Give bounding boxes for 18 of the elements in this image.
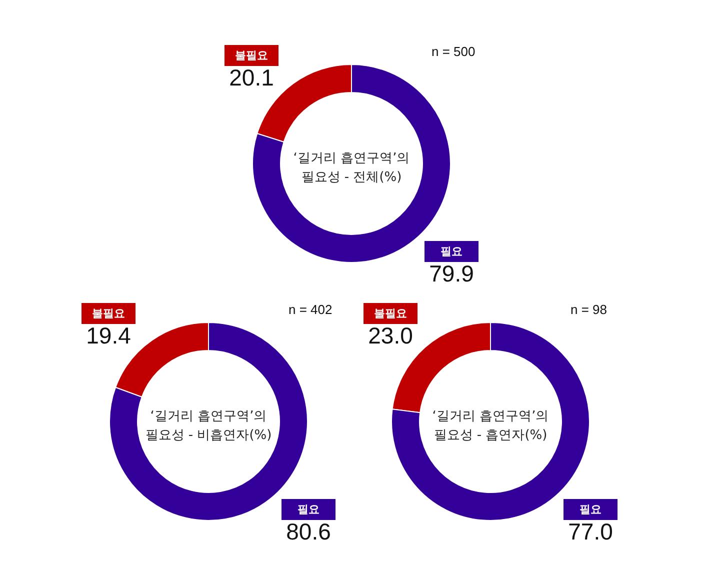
slice-label: 불필요 <box>235 49 268 62</box>
data-label: 19.4 <box>86 322 132 348</box>
slice-label: 불필요 <box>374 307 407 320</box>
slice-label: 필요 <box>440 245 462 258</box>
slice-label: 필요 <box>580 503 602 516</box>
text: n = 500 <box>432 44 476 59</box>
text: ‘길거리 흡연구역’의 필요성 - 전체(%) <box>293 151 410 185</box>
text: ‘길거리 흡연구역’의 필요성 - 흡연자(%) <box>432 409 549 443</box>
data-label: 23.0 <box>368 322 413 348</box>
text: n = 98 <box>570 302 608 317</box>
slice-label: 불필요 <box>92 307 125 320</box>
data-label: 20.1 <box>229 64 274 90</box>
data-label: 80.6 <box>286 518 331 544</box>
data-label: 77.0 <box>568 518 613 544</box>
text: ‘길거리 흡연구역’의 필요성 - 비흡연자(%) <box>145 409 272 443</box>
text: n = 402 <box>288 302 332 317</box>
data-label: 79.9 <box>429 260 474 286</box>
slice-label: 필요 <box>298 503 320 516</box>
